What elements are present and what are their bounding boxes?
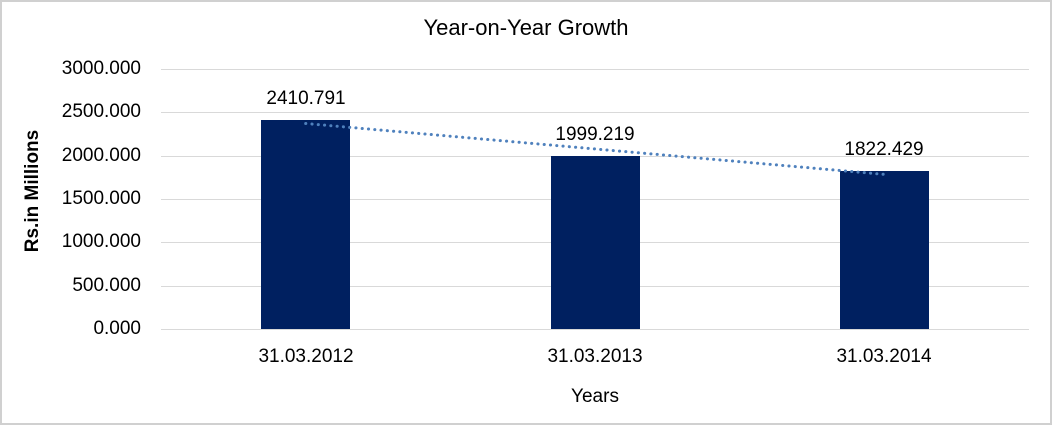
bar — [551, 156, 640, 329]
x-axis-title: Years — [571, 386, 619, 407]
chart-title: Year-on-Year Growth — [423, 15, 629, 40]
y-tick-label: 1500.000 — [61, 188, 141, 209]
bar-value-label: 1999.219 — [555, 124, 635, 145]
bar — [840, 171, 929, 329]
gridline — [161, 329, 1029, 330]
x-category-label: 31.03.2012 — [258, 346, 354, 367]
x-category-label: 31.03.2014 — [836, 346, 932, 367]
gridline — [161, 112, 1029, 113]
y-tick-label: 500.000 — [72, 275, 141, 296]
bar-value-label: 1822.429 — [844, 139, 924, 160]
y-tick-label: 2000.000 — [61, 145, 141, 166]
bar — [261, 120, 350, 329]
x-category-label: 31.03.2013 — [547, 346, 643, 367]
y-tick-label: 3000.000 — [61, 58, 141, 79]
bar-value-label: 2410.791 — [266, 88, 346, 109]
gridline — [161, 69, 1029, 70]
y-tick-label: 2500.000 — [61, 101, 141, 122]
y-tick-label: 1000.000 — [61, 231, 141, 252]
y-tick-label: 0.000 — [93, 318, 141, 339]
